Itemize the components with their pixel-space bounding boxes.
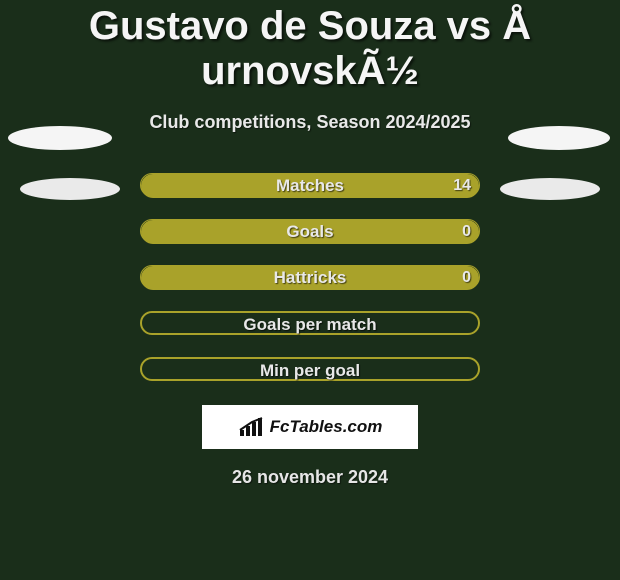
brand-box: FcTables.com <box>202 405 418 449</box>
stat-label: Min per goal <box>142 359 478 383</box>
stat-value: 14 <box>453 174 471 198</box>
stat-bar: Min per goal <box>140 357 480 381</box>
stat-label: Matches <box>141 174 479 198</box>
stat-label: Hattricks <box>141 266 479 290</box>
stat-label: Goals per match <box>142 313 478 337</box>
stat-row: Goals0 <box>0 219 620 243</box>
brand-chart-icon <box>238 416 264 438</box>
stat-row: Matches14 <box>0 173 620 197</box>
page-title: Gustavo de Souza vs Å urnovskÃ½ <box>0 0 620 94</box>
stat-bar: Matches14 <box>140 173 480 197</box>
stat-label: Goals <box>141 220 479 244</box>
brand-text: FcTables.com <box>270 417 383 437</box>
date-text: 26 november 2024 <box>0 467 620 488</box>
stat-row: Hattricks0 <box>0 265 620 289</box>
player-left-marker-1 <box>8 126 112 150</box>
stat-row: Goals per match <box>0 311 620 335</box>
stat-bar: Hattricks0 <box>140 265 480 289</box>
player-right-marker-1 <box>508 126 610 150</box>
stat-rows: Matches14Goals0Hattricks0Goals per match… <box>0 173 620 381</box>
stat-bar: Goals0 <box>140 219 480 243</box>
stat-value: 0 <box>462 220 471 244</box>
stat-row: Min per goal <box>0 357 620 381</box>
stat-bar: Goals per match <box>140 311 480 335</box>
stat-value: 0 <box>462 266 471 290</box>
